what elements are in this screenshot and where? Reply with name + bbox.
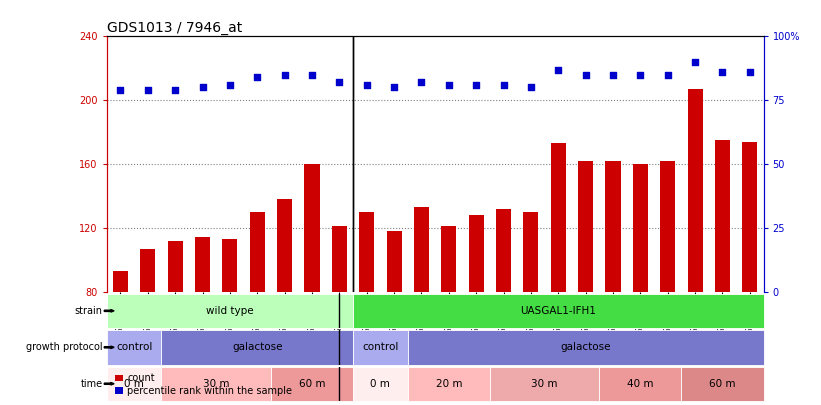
- Point: [497, 82, 510, 88]
- Text: 0 m: 0 m: [124, 379, 144, 389]
- Bar: [271, 367, 353, 401]
- Bar: [167, 241, 183, 292]
- Point: [415, 79, 428, 85]
- Text: 30 m: 30 m: [531, 379, 557, 389]
- Bar: [222, 239, 237, 292]
- Text: 60 m: 60 m: [709, 379, 736, 389]
- Point: [114, 87, 127, 93]
- Bar: [496, 209, 511, 292]
- Point: [278, 71, 291, 78]
- Text: control: control: [362, 342, 398, 352]
- Point: [305, 71, 319, 78]
- Text: 0 m: 0 m: [370, 379, 390, 389]
- Point: [579, 71, 592, 78]
- Text: 40 m: 40 m: [627, 379, 654, 389]
- Text: 30 m: 30 m: [203, 379, 229, 389]
- Point: [196, 84, 209, 91]
- Text: strain: strain: [75, 306, 103, 316]
- Bar: [606, 161, 621, 292]
- Bar: [469, 215, 484, 292]
- Legend: count, percentile rank within the sample: count, percentile rank within the sample: [112, 369, 296, 400]
- Text: 20 m: 20 m: [436, 379, 462, 389]
- Bar: [551, 143, 566, 292]
- Bar: [140, 249, 155, 292]
- Bar: [742, 142, 758, 292]
- Bar: [107, 367, 162, 401]
- Point: [388, 84, 401, 91]
- Bar: [195, 237, 210, 292]
- Bar: [442, 226, 456, 292]
- Text: GDS1013 / 7946_at: GDS1013 / 7946_at: [107, 21, 242, 35]
- Point: [716, 69, 729, 75]
- Point: [607, 71, 620, 78]
- Bar: [681, 367, 764, 401]
- Bar: [107, 294, 353, 328]
- Text: time: time: [80, 379, 103, 389]
- Bar: [250, 212, 264, 292]
- Point: [250, 74, 264, 81]
- Bar: [360, 212, 374, 292]
- Text: control: control: [116, 342, 152, 352]
- Point: [333, 79, 346, 85]
- Bar: [660, 161, 676, 292]
- Bar: [387, 231, 401, 292]
- Bar: [599, 367, 681, 401]
- Text: galactose: galactose: [232, 342, 282, 352]
- Point: [360, 82, 374, 88]
- Text: 60 m: 60 m: [299, 379, 325, 389]
- Bar: [688, 89, 703, 292]
- Point: [168, 87, 181, 93]
- Bar: [408, 367, 490, 401]
- Bar: [162, 367, 271, 401]
- Point: [661, 71, 674, 78]
- Point: [689, 59, 702, 65]
- Bar: [408, 330, 764, 364]
- Bar: [162, 330, 353, 364]
- Bar: [277, 199, 292, 292]
- Point: [525, 84, 538, 91]
- Text: growth protocol: growth protocol: [26, 342, 103, 352]
- Text: wild type: wild type: [206, 306, 254, 316]
- Bar: [633, 164, 648, 292]
- Point: [141, 87, 154, 93]
- Bar: [332, 226, 347, 292]
- Bar: [113, 271, 128, 292]
- Point: [552, 66, 565, 73]
- Bar: [578, 161, 594, 292]
- Bar: [305, 164, 319, 292]
- Point: [443, 82, 456, 88]
- Point: [470, 82, 483, 88]
- Text: UASGAL1-IFH1: UASGAL1-IFH1: [521, 306, 596, 316]
- Bar: [353, 330, 408, 364]
- Point: [223, 82, 236, 88]
- Bar: [107, 330, 162, 364]
- Bar: [353, 294, 764, 328]
- Bar: [490, 367, 599, 401]
- Point: [743, 69, 756, 75]
- Bar: [524, 212, 539, 292]
- Bar: [715, 140, 730, 292]
- Text: galactose: galactose: [561, 342, 611, 352]
- Bar: [414, 207, 429, 292]
- Point: [634, 71, 647, 78]
- Bar: [353, 367, 408, 401]
